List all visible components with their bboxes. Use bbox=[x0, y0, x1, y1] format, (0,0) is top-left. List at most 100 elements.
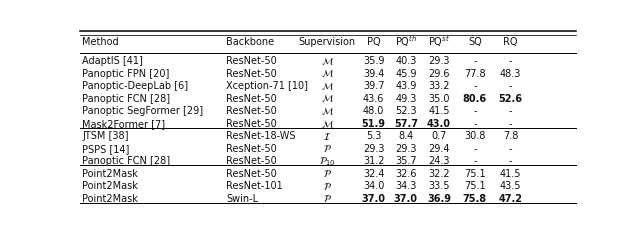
Text: -: - bbox=[473, 106, 477, 116]
Text: ResNet-101: ResNet-101 bbox=[227, 181, 283, 191]
Text: $\mathcal{P}$: $\mathcal{P}$ bbox=[323, 181, 332, 192]
Text: 45.9: 45.9 bbox=[395, 69, 417, 79]
Text: -: - bbox=[473, 56, 477, 66]
Text: Swin-L: Swin-L bbox=[227, 194, 259, 204]
Text: ResNet-18-WS: ResNet-18-WS bbox=[227, 131, 296, 141]
Text: 36.9: 36.9 bbox=[427, 194, 451, 204]
Text: 43.5: 43.5 bbox=[500, 181, 521, 191]
Text: 32.2: 32.2 bbox=[428, 169, 450, 179]
Text: Panoptic FCN [28]: Panoptic FCN [28] bbox=[83, 156, 171, 166]
Text: AdaptIS [41]: AdaptIS [41] bbox=[83, 56, 143, 66]
Text: Xception-71 [10]: Xception-71 [10] bbox=[227, 81, 308, 91]
Text: ResNet-50: ResNet-50 bbox=[227, 94, 277, 104]
Text: $\mathcal{M}$: $\mathcal{M}$ bbox=[321, 55, 333, 67]
Text: ResNet-50: ResNet-50 bbox=[227, 119, 277, 129]
Text: 48.3: 48.3 bbox=[500, 69, 521, 79]
Text: -: - bbox=[473, 156, 477, 166]
Text: $\mathcal{P}$: $\mathcal{P}$ bbox=[323, 193, 332, 204]
Text: 52.3: 52.3 bbox=[395, 106, 417, 116]
Text: 8.4: 8.4 bbox=[398, 131, 413, 141]
Text: 29.4: 29.4 bbox=[428, 144, 450, 154]
Text: Panoptic FPN [20]: Panoptic FPN [20] bbox=[83, 69, 170, 79]
Text: $\mathcal{I}$: $\mathcal{I}$ bbox=[323, 131, 331, 142]
Text: 40.3: 40.3 bbox=[395, 56, 417, 66]
Text: 48.0: 48.0 bbox=[363, 106, 384, 116]
Text: $\mathcal{P}$: $\mathcal{P}$ bbox=[323, 168, 332, 179]
Text: ResNet-50: ResNet-50 bbox=[227, 156, 277, 166]
Text: 39.7: 39.7 bbox=[363, 81, 385, 91]
Text: -: - bbox=[509, 106, 512, 116]
Text: -: - bbox=[473, 144, 477, 154]
Text: 41.5: 41.5 bbox=[428, 106, 450, 116]
Text: Backbone: Backbone bbox=[227, 37, 275, 47]
Text: 47.2: 47.2 bbox=[499, 194, 522, 204]
Text: 52.6: 52.6 bbox=[499, 94, 522, 104]
Text: 43.9: 43.9 bbox=[395, 81, 417, 91]
Text: -: - bbox=[473, 81, 477, 91]
Text: 33.2: 33.2 bbox=[428, 81, 450, 91]
Text: 29.3: 29.3 bbox=[428, 56, 450, 66]
Text: $\mathcal{P}_{10}$: $\mathcal{P}_{10}$ bbox=[319, 155, 335, 168]
Text: Point2Mask: Point2Mask bbox=[83, 194, 138, 204]
Text: ResNet-50: ResNet-50 bbox=[227, 106, 277, 116]
Text: 51.9: 51.9 bbox=[362, 119, 386, 129]
Text: 75.8: 75.8 bbox=[463, 194, 487, 204]
Text: 0.7: 0.7 bbox=[431, 131, 447, 141]
Text: 34.0: 34.0 bbox=[363, 181, 384, 191]
Text: ResNet-50: ResNet-50 bbox=[227, 56, 277, 66]
Text: 37.0: 37.0 bbox=[394, 194, 418, 204]
Text: 39.4: 39.4 bbox=[363, 69, 384, 79]
Text: PQ: PQ bbox=[367, 37, 380, 47]
Text: 37.0: 37.0 bbox=[362, 194, 386, 204]
Text: -: - bbox=[509, 156, 512, 166]
Text: 49.3: 49.3 bbox=[395, 94, 417, 104]
Text: -: - bbox=[509, 56, 512, 66]
Text: 32.4: 32.4 bbox=[363, 169, 385, 179]
Text: 57.7: 57.7 bbox=[394, 119, 418, 129]
Text: Panoptic-DeepLab [6]: Panoptic-DeepLab [6] bbox=[83, 81, 189, 91]
Text: -: - bbox=[473, 119, 477, 129]
Text: 5.3: 5.3 bbox=[366, 131, 381, 141]
Text: JTSM [38]: JTSM [38] bbox=[83, 131, 129, 141]
Text: $\mathcal{M}$: $\mathcal{M}$ bbox=[321, 68, 333, 79]
Text: 43.6: 43.6 bbox=[363, 94, 384, 104]
Text: $\mathcal{M}$: $\mathcal{M}$ bbox=[321, 118, 333, 130]
Text: 35.7: 35.7 bbox=[395, 156, 417, 166]
Text: $\mathcal{M}$: $\mathcal{M}$ bbox=[321, 105, 333, 117]
Text: 31.2: 31.2 bbox=[363, 156, 385, 166]
Text: 43.0: 43.0 bbox=[427, 119, 451, 129]
Text: 29.3: 29.3 bbox=[363, 144, 385, 154]
Text: Method: Method bbox=[83, 37, 119, 47]
Text: 32.6: 32.6 bbox=[395, 169, 417, 179]
Text: Panoptic FCN [28]: Panoptic FCN [28] bbox=[83, 94, 171, 104]
Text: Point2Mask: Point2Mask bbox=[83, 169, 138, 179]
Text: $\mathcal{P}$: $\mathcal{P}$ bbox=[323, 143, 332, 154]
Text: -: - bbox=[509, 144, 512, 154]
Text: 41.5: 41.5 bbox=[500, 169, 521, 179]
Text: ResNet-50: ResNet-50 bbox=[227, 169, 277, 179]
Text: ResNet-50: ResNet-50 bbox=[227, 69, 277, 79]
Text: -: - bbox=[509, 81, 512, 91]
Text: 80.6: 80.6 bbox=[463, 94, 487, 104]
Text: ResNet-50: ResNet-50 bbox=[227, 144, 277, 154]
Text: 75.1: 75.1 bbox=[464, 169, 486, 179]
Text: 29.6: 29.6 bbox=[428, 69, 450, 79]
Text: $\mathcal{M}$: $\mathcal{M}$ bbox=[321, 93, 333, 104]
Text: $\mathrm{PQ}^{th}$: $\mathrm{PQ}^{th}$ bbox=[395, 34, 417, 49]
Text: 30.8: 30.8 bbox=[464, 131, 486, 141]
Text: 24.3: 24.3 bbox=[428, 156, 450, 166]
Text: PSPS [14]: PSPS [14] bbox=[83, 144, 130, 154]
Text: RQ: RQ bbox=[503, 37, 518, 47]
Text: 35.9: 35.9 bbox=[363, 56, 385, 66]
Text: Supervision: Supervision bbox=[298, 37, 356, 47]
Text: 77.8: 77.8 bbox=[464, 69, 486, 79]
Text: 75.1: 75.1 bbox=[464, 181, 486, 191]
Text: Panoptic SegFormer [29]: Panoptic SegFormer [29] bbox=[83, 106, 204, 116]
Text: Point2Mask: Point2Mask bbox=[83, 181, 138, 191]
Text: 34.3: 34.3 bbox=[395, 181, 417, 191]
Text: $\mathcal{M}$: $\mathcal{M}$ bbox=[321, 80, 333, 92]
Text: $\mathrm{PQ}^{st}$: $\mathrm{PQ}^{st}$ bbox=[428, 34, 450, 49]
Text: 33.5: 33.5 bbox=[428, 181, 450, 191]
Text: Mask2Former [7]: Mask2Former [7] bbox=[83, 119, 166, 129]
Text: -: - bbox=[509, 119, 512, 129]
